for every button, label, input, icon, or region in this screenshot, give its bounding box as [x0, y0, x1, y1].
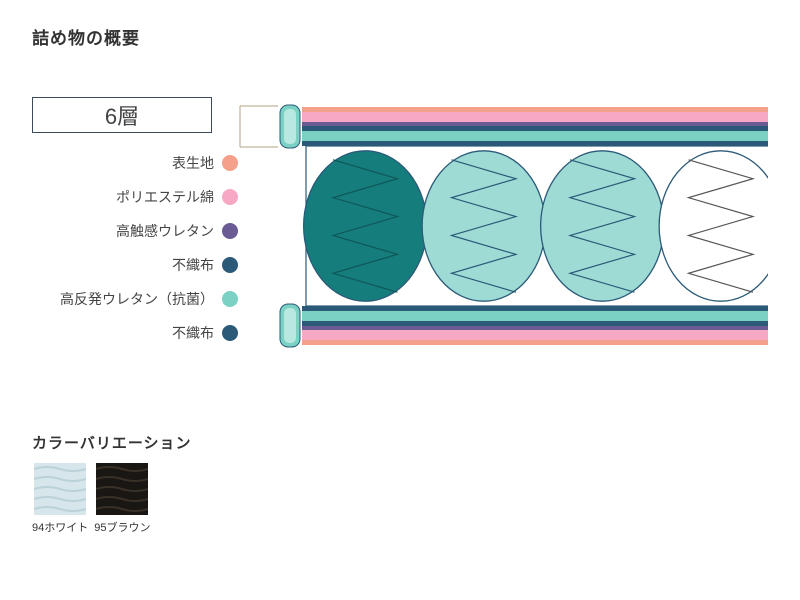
legend-item: 不織布 [44, 255, 238, 275]
legend-swatch [222, 291, 238, 307]
mattress-diagram-column [238, 97, 768, 372]
legend-swatch [222, 155, 238, 171]
legend-item: 高触感ウレタン [44, 221, 238, 241]
color-variation-title: カラーバリエーション [32, 432, 768, 453]
swatch-thumb [34, 463, 86, 515]
legend-item: ポリエステル綿 [44, 187, 238, 207]
color-swatch: 94ホワイト [32, 463, 88, 535]
swatch-label: 95ブラウン [94, 519, 150, 535]
layer-count-box: 6層 [32, 97, 212, 133]
legend-item: 不織布 [44, 323, 238, 343]
legend-swatch [222, 189, 238, 205]
legend-swatch [222, 325, 238, 341]
legend-column: 6層 表生地ポリエステル綿高触感ウレタン不織布高反発ウレタン（抗菌）不織布 [32, 97, 238, 343]
legend-label: 高触感ウレタン [116, 221, 214, 241]
color-swatch: 95ブラウン [94, 463, 150, 535]
legend-label: 高反発ウレタン（抗菌） [60, 289, 214, 309]
swatch-label: 94ホワイト [32, 519, 88, 535]
legend-item: 表生地 [44, 153, 238, 173]
mattress-cross-section [238, 97, 768, 367]
legend-label: 不織布 [172, 323, 214, 343]
diagram-row: 6層 表生地ポリエステル綿高触感ウレタン不織布高反発ウレタン（抗菌）不織布 [32, 97, 768, 372]
color-swatches-row: 94ホワイト 95ブラウン [32, 463, 768, 535]
legend-item: 高反発ウレタン（抗菌） [44, 289, 238, 309]
page-title: 詰め物の概要 [32, 24, 768, 49]
material-legend: 表生地ポリエステル綿高触感ウレタン不織布高反発ウレタン（抗菌）不織布 [44, 153, 238, 343]
legend-swatch [222, 257, 238, 273]
legend-swatch [222, 223, 238, 239]
swatch-thumb [96, 463, 148, 515]
legend-label: 不織布 [172, 255, 214, 275]
legend-label: 表生地 [172, 153, 214, 173]
legend-label: ポリエステル綿 [116, 187, 214, 207]
